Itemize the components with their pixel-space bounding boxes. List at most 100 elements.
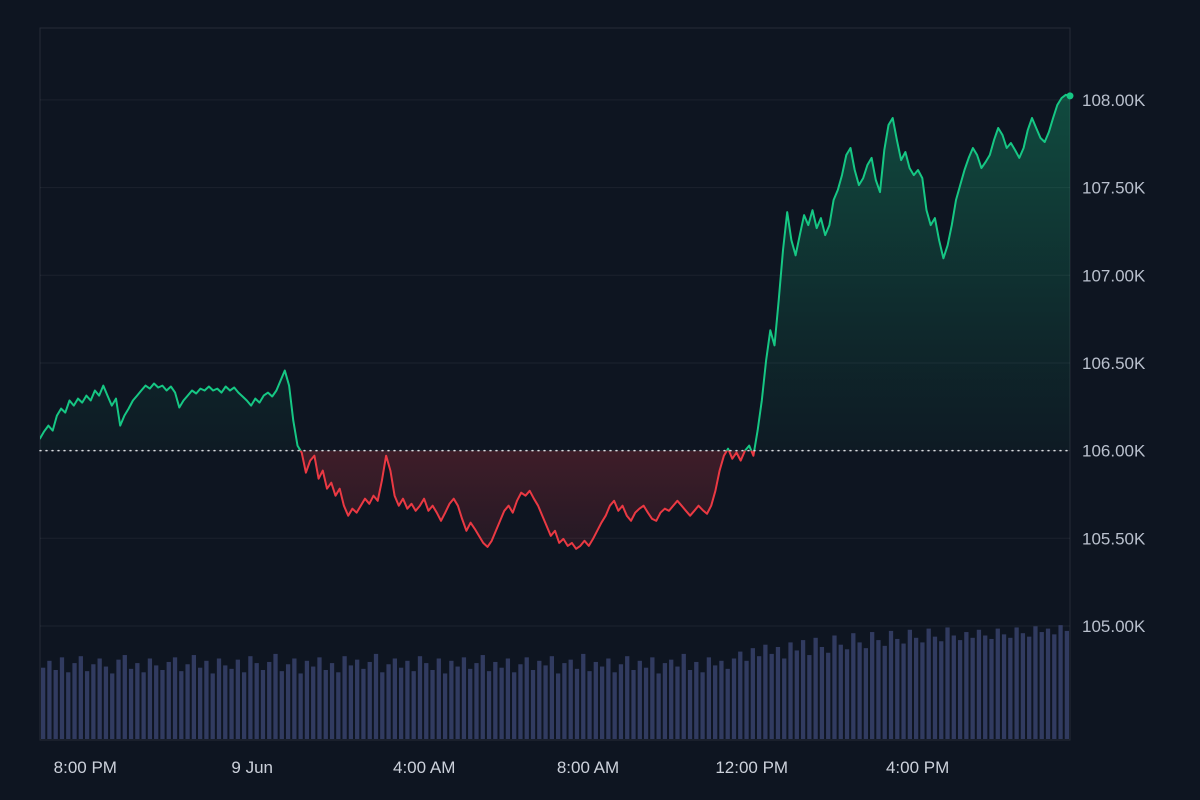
volume-bar bbox=[461, 657, 467, 739]
x-axis-label: 8:00 AM bbox=[557, 758, 619, 777]
volume-bar bbox=[1008, 637, 1013, 739]
volume-bar bbox=[907, 629, 912, 739]
volume-bar bbox=[574, 668, 580, 739]
volume-bar bbox=[216, 658, 222, 739]
volume-bar bbox=[1045, 628, 1051, 739]
volume-bar bbox=[480, 655, 485, 739]
volume-bar bbox=[248, 656, 253, 739]
volume-bar bbox=[800, 640, 806, 739]
volume-bar bbox=[53, 670, 58, 739]
volume-bar bbox=[599, 666, 605, 739]
volume-bar bbox=[976, 629, 982, 739]
y-axis-label: 105.50K bbox=[1082, 529, 1146, 548]
volume-bar bbox=[838, 644, 843, 739]
volume-bar bbox=[1020, 633, 1026, 739]
volume-bar bbox=[1039, 632, 1044, 739]
volume-bar bbox=[901, 643, 906, 739]
volume-bar bbox=[1014, 627, 1019, 739]
volume-bar bbox=[110, 673, 115, 739]
volume-bar bbox=[493, 661, 498, 739]
y-axis-label: 107.50K bbox=[1082, 179, 1146, 198]
volume-bar bbox=[970, 637, 975, 739]
x-axis-label: 12:00 PM bbox=[715, 758, 788, 777]
volume-bar bbox=[336, 672, 341, 739]
volume-bar bbox=[97, 658, 102, 739]
volume-bar bbox=[826, 652, 831, 739]
volume-bar bbox=[417, 656, 423, 739]
volume-bar bbox=[91, 664, 96, 739]
volume-bar bbox=[160, 670, 165, 739]
volume-bar bbox=[813, 637, 818, 739]
volume-bar bbox=[235, 659, 240, 739]
volume-bar bbox=[348, 665, 354, 739]
volume-bar bbox=[675, 666, 680, 739]
volume-bar bbox=[84, 671, 90, 739]
x-axis-label: 8:00 PM bbox=[54, 758, 117, 777]
volume-bar bbox=[386, 664, 391, 739]
volume-bar bbox=[763, 644, 768, 739]
volume-bar bbox=[185, 664, 190, 739]
volume-bar bbox=[455, 666, 460, 739]
volume-bar bbox=[681, 653, 686, 739]
volume-bar bbox=[141, 672, 146, 739]
volume-bar bbox=[913, 637, 919, 739]
volume-bar bbox=[442, 673, 448, 739]
volume-bar bbox=[474, 663, 479, 739]
volume-bar bbox=[59, 657, 65, 739]
volume-bars bbox=[41, 625, 1069, 739]
volume-bar bbox=[380, 672, 385, 739]
volume-bar bbox=[964, 632, 969, 739]
y-axis-label: 107.00K bbox=[1082, 266, 1146, 285]
volume-bar bbox=[329, 663, 335, 739]
volume-bar bbox=[926, 628, 931, 739]
volume-bar bbox=[78, 656, 83, 739]
volume-bar bbox=[66, 672, 71, 739]
volume-bar bbox=[957, 640, 963, 739]
volume-bar bbox=[1027, 636, 1032, 739]
volume-bar bbox=[468, 668, 473, 739]
volume-bar bbox=[782, 658, 787, 739]
volume-bar bbox=[147, 658, 153, 739]
volume-bar bbox=[945, 627, 950, 739]
volume-bar bbox=[361, 668, 366, 739]
volume-bar bbox=[392, 658, 397, 739]
volume-bar bbox=[719, 660, 724, 739]
volume-bar bbox=[292, 658, 297, 739]
volume-bar bbox=[47, 660, 52, 739]
volume-bar bbox=[882, 645, 887, 739]
volume-bar bbox=[857, 642, 862, 739]
volume-bar bbox=[204, 660, 209, 739]
volume-bar bbox=[430, 670, 435, 739]
volume-bar bbox=[279, 671, 284, 739]
volume-bar bbox=[166, 661, 171, 739]
volume-bar bbox=[179, 671, 184, 739]
volume-bar bbox=[267, 661, 272, 739]
price-area-up bbox=[40, 93, 1070, 451]
volume-bar bbox=[775, 647, 781, 739]
volume-bar bbox=[304, 660, 310, 739]
price-area-down bbox=[299, 450, 756, 550]
volume-bar bbox=[863, 648, 869, 739]
volume-bar bbox=[756, 656, 762, 739]
volume-bar bbox=[895, 638, 900, 739]
volume-bar bbox=[706, 657, 712, 739]
volume-bar bbox=[128, 668, 134, 739]
volume-bar bbox=[323, 670, 328, 739]
volume-bar bbox=[486, 671, 492, 739]
volume-bar bbox=[870, 632, 875, 739]
volume-bar bbox=[568, 659, 573, 739]
volume-bar bbox=[738, 651, 743, 739]
volume-bar bbox=[731, 658, 737, 739]
volume-bar bbox=[41, 667, 46, 739]
volume-bar bbox=[587, 671, 592, 739]
volume-bar bbox=[995, 628, 1000, 739]
volume-bar bbox=[625, 656, 630, 739]
volume-bar bbox=[876, 640, 881, 739]
volume-bar bbox=[939, 641, 944, 739]
volume-bar bbox=[581, 653, 586, 739]
volume-bar bbox=[103, 666, 109, 739]
volume-bar bbox=[1064, 630, 1069, 739]
volume-bar bbox=[367, 661, 372, 739]
